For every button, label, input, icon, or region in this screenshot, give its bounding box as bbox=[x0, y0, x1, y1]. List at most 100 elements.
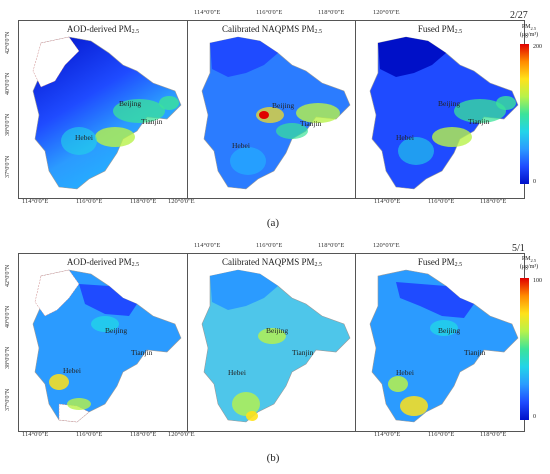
bottom-lon-tick: 118°0'0"E bbox=[480, 431, 507, 438]
pm25-map-fused bbox=[369, 269, 519, 423]
pollution-hotspot bbox=[246, 411, 258, 421]
bottom-lon-tick: 118°0'0"E bbox=[130, 198, 157, 205]
bottom-lon-tick: 114°0'0"E bbox=[22, 198, 49, 205]
lat-tick: 38°0'0"N bbox=[5, 113, 11, 136]
pm25-map-fused bbox=[369, 36, 519, 190]
pollution-hotspot bbox=[388, 376, 408, 392]
missing-data-area bbox=[34, 269, 80, 317]
pollution-hotspot bbox=[159, 96, 179, 110]
top-lon-tick: 120°0'0"E bbox=[373, 9, 400, 16]
panel-title: AOD-derived PM2.5 bbox=[66, 24, 140, 35]
bottom-lon-tick: 116°0'0"E bbox=[76, 198, 103, 205]
pollution-hotspot bbox=[113, 99, 165, 123]
city-label-tianjin: Tianjin bbox=[292, 348, 314, 357]
pollution-hotspot bbox=[296, 103, 340, 123]
city-label-beijing: Beijing bbox=[438, 326, 461, 335]
pollution-hotspot bbox=[95, 127, 135, 147]
pollution-hotspot bbox=[232, 392, 260, 416]
city-label-beijing: Beijing bbox=[438, 99, 461, 108]
missing-data-area bbox=[32, 36, 80, 88]
top-lon-tick: 120°0'0"E bbox=[373, 242, 400, 249]
lat-tick: 42°0'0"N bbox=[5, 31, 11, 54]
city-label-hebei: Hebei bbox=[228, 368, 246, 377]
date-label: 5/1 bbox=[512, 243, 525, 254]
pollution-hotspot bbox=[91, 316, 119, 332]
panel-title: Fused PM2.5 bbox=[417, 24, 463, 35]
map-panel-naqpms: Calibrated NAQPMS PM2.5 Beijing Tianjin … bbox=[187, 21, 356, 198]
pm25-map-aod bbox=[32, 269, 182, 423]
map-panel-aod: AOD-derived PM2.5 Beijing Ti bbox=[19, 21, 187, 198]
pollution-hotspot bbox=[67, 398, 91, 410]
pollution-hotspot bbox=[432, 127, 472, 147]
legend-unit: PM2.5 (μg/m³) bbox=[519, 24, 539, 39]
lat-tick: 37°0'0"N bbox=[5, 388, 11, 411]
bottom-lon-tick: 120°0'0"E bbox=[168, 431, 195, 438]
panel-title: AOD-derived PM2.5 bbox=[66, 257, 140, 268]
figure-row-b: 114°0'0"E 116°0'0"E 118°0'0"E 120°0'0"E … bbox=[5, 241, 525, 438]
subfigure-caption-b: (b) bbox=[266, 452, 280, 464]
date-label: 2/27 bbox=[510, 10, 528, 21]
northern-zone bbox=[378, 37, 446, 77]
lat-tick: 40°0'0"N bbox=[5, 305, 11, 328]
pollution-hotspot bbox=[256, 107, 284, 123]
pollution-hotspot bbox=[496, 96, 516, 110]
city-label-beijing: Beijing bbox=[119, 99, 142, 108]
panel-title: Fused PM2.5 bbox=[417, 257, 463, 268]
pollution-hotspot bbox=[258, 328, 286, 344]
city-label-tianjin: Tianjin bbox=[131, 348, 153, 357]
lat-tick: 37°0'0"N bbox=[5, 155, 11, 178]
bottom-lon-tick: 116°0'0"E bbox=[428, 198, 455, 205]
top-lon-tick: 114°0'0"E bbox=[194, 9, 221, 16]
colorbar-max: 200 bbox=[533, 44, 542, 50]
bottom-lon-tick: 120°0'0"E bbox=[168, 198, 195, 205]
pollution-hotspot bbox=[49, 374, 69, 390]
city-label-hebei: Hebei bbox=[396, 368, 414, 377]
pollution-hotspot bbox=[400, 396, 428, 416]
top-lon-tick: 116°0'0"E bbox=[256, 9, 283, 16]
bottom-lon-tick: 114°0'0"E bbox=[374, 431, 401, 438]
map-panel-naqpms: Calibrated NAQPMS PM2.5 Beijing Tianjin … bbox=[187, 254, 356, 431]
pollution-hotspot bbox=[430, 320, 458, 336]
map-frame-b: AOD-derived PM2.5 Beijing Tianjin Hebei … bbox=[18, 253, 525, 432]
top-lon-tick: 118°0'0"E bbox=[318, 9, 345, 16]
city-label-hebei: Hebei bbox=[396, 133, 414, 142]
colorbar-min: 0 bbox=[533, 179, 536, 185]
city-label-tianjin: Tianjin bbox=[300, 119, 322, 128]
city-label-tianjin: Tianjin bbox=[468, 117, 490, 126]
northern-zone bbox=[210, 37, 278, 77]
bottom-lon-tick: 114°0'0"E bbox=[374, 198, 401, 205]
map-panel-fused: Fused PM2.5 Beijing Tianjin Hebei bbox=[355, 254, 524, 431]
pollution-hotspot bbox=[230, 147, 266, 175]
pollution-hotspot bbox=[276, 123, 308, 139]
pollution-hotspot bbox=[398, 137, 434, 165]
northern-zone bbox=[79, 284, 137, 316]
lat-tick: 38°0'0"N bbox=[5, 346, 11, 369]
pm25-map-naqpms bbox=[201, 36, 351, 190]
subfigure-caption-a: (a) bbox=[266, 217, 280, 229]
bottom-lon-tick: 118°0'0"E bbox=[130, 431, 157, 438]
legend-unit: PM2.5 (μg/m³) bbox=[519, 256, 539, 271]
lat-tick: 42°0'0"N bbox=[5, 264, 11, 287]
lat-tick: 40°0'0"N bbox=[5, 72, 11, 95]
bottom-lon-tick: 118°0'0"E bbox=[480, 198, 507, 205]
top-lon-tick: 116°0'0"E bbox=[256, 242, 283, 249]
city-label-hebei: Hebei bbox=[75, 133, 93, 142]
pollution-peak bbox=[259, 111, 269, 119]
bottom-lon-tick: 116°0'0"E bbox=[76, 431, 103, 438]
city-label-beijing: Beijing bbox=[105, 326, 128, 335]
top-lon-tick: 114°0'0"E bbox=[194, 242, 221, 249]
pm25-map-naqpms bbox=[201, 269, 351, 423]
colorbar bbox=[520, 278, 529, 420]
city-label-beijing: Beijing bbox=[272, 101, 295, 110]
colorbar-min: 0 bbox=[533, 414, 536, 420]
bottom-lon-tick: 114°0'0"E bbox=[22, 431, 49, 438]
top-lon-tick: 118°0'0"E bbox=[318, 242, 345, 249]
city-label-hebei: Hebei bbox=[232, 141, 250, 150]
bottom-lon-tick: 116°0'0"E bbox=[428, 431, 455, 438]
city-label-tianjin: Tianjin bbox=[141, 117, 163, 126]
city-label-tianjin: Tianjin bbox=[464, 348, 486, 357]
map-panel-fused: Fused PM2.5 Beijing Tianjin Hebei bbox=[355, 21, 524, 198]
pollution-hotspot bbox=[61, 127, 97, 155]
colorbar bbox=[520, 44, 529, 184]
panel-title: Calibrated NAQPMS PM2.5 bbox=[221, 24, 322, 35]
